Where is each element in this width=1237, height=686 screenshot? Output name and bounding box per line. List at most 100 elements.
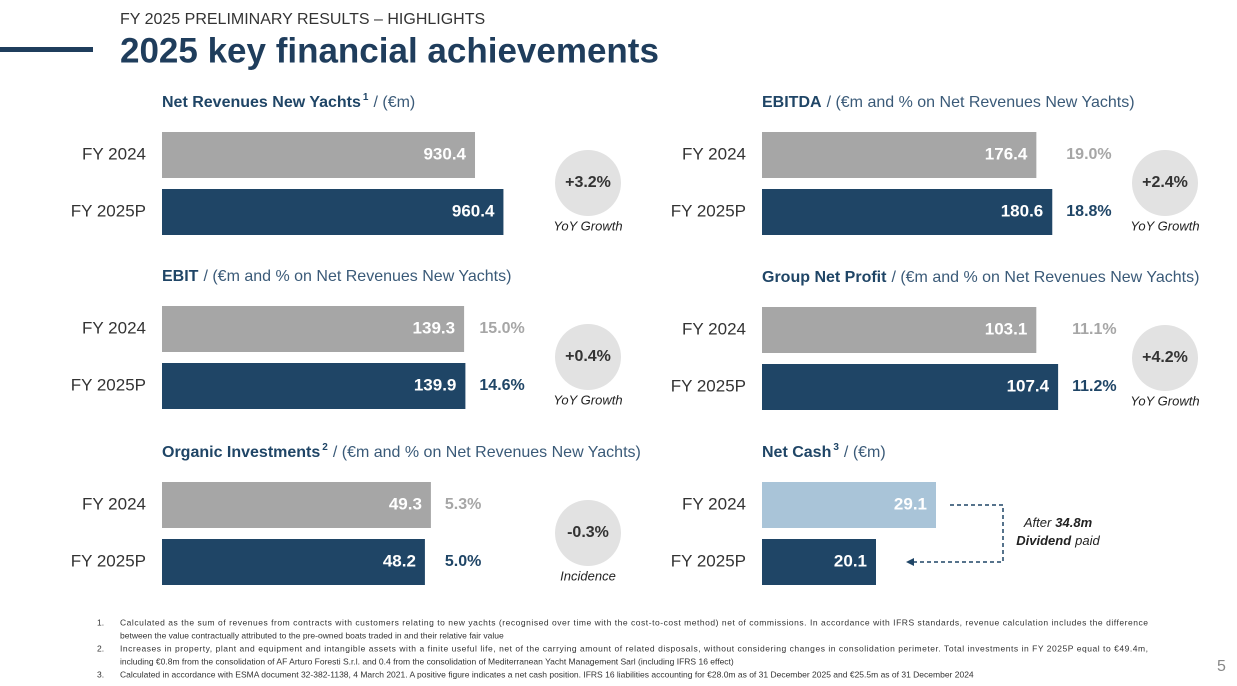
panel-title-text: Net Revenues New Yachts — [162, 94, 361, 111]
value-label: 48.2 — [383, 551, 416, 570]
arrow-head — [906, 558, 914, 566]
badge-value: -0.3% — [567, 524, 609, 541]
percent-label: 15.0% — [479, 320, 524, 337]
panel-title: EBITDA / (€m and % on Net Revenues New Ya… — [762, 94, 1135, 111]
panel-title: EBIT / (€m and % on Net Revenues New Yach… — [162, 268, 511, 285]
badge-label: YoY Growth — [1130, 218, 1199, 233]
panel-title-text: Net Cash — [762, 444, 831, 461]
footnote-text: between the value contractually attribut… — [120, 630, 504, 640]
annotation-text: After — [1023, 515, 1052, 530]
footnote-text: including €0.8m from the consolidation o… — [120, 656, 734, 666]
bar — [162, 482, 431, 528]
percent-label: 5.0% — [445, 553, 481, 570]
bar — [762, 307, 1037, 353]
value-label: 29.1 — [894, 494, 927, 513]
title-note: 1 — [363, 92, 369, 103]
badge-value: +4.2% — [1142, 349, 1188, 366]
category-label: FY 2024 — [82, 144, 146, 163]
header-rule — [0, 47, 93, 52]
percent-label: 19.0% — [1066, 146, 1111, 163]
badge — [555, 500, 621, 566]
value-label: 49.3 — [389, 494, 422, 513]
value-label: 930.4 — [423, 144, 466, 163]
page-number: 5 — [1217, 658, 1226, 675]
footnote-text: Calculated in accordance with ESMA docum… — [120, 669, 974, 679]
badge-label: YoY Growth — [553, 392, 622, 407]
percent-label: 11.1% — [1072, 321, 1116, 338]
percent-label: 18.8% — [1066, 203, 1111, 220]
bar — [162, 189, 504, 235]
category-label: FY 2024 — [682, 494, 746, 513]
badge — [555, 150, 621, 216]
badge — [1132, 150, 1198, 216]
panel-title: Organic Investments 2 / (€m and % on Net R… — [162, 442, 641, 462]
value-label: 960.4 — [452, 201, 495, 220]
value-label: 176.4 — [985, 144, 1028, 163]
category-label: FY 2025P — [71, 201, 146, 220]
footnote-number: 3. — [97, 669, 104, 679]
footnote-number: 2. — [97, 643, 104, 653]
footnote-text: Calculated as the sum of revenues from c… — [120, 617, 1148, 627]
bar — [162, 363, 466, 409]
value-label: 107.4 — [1007, 376, 1050, 395]
annotation: Dividend paid — [1016, 533, 1100, 548]
panel-title-text: Group Net Profit — [762, 269, 887, 286]
panel-subtitle: / (€m) — [373, 94, 415, 111]
percent-label: 14.6% — [479, 377, 524, 394]
percent-label: 5.3% — [445, 496, 481, 513]
badge — [555, 324, 621, 390]
percent-label: 11.2% — [1072, 378, 1116, 395]
badge-label: YoY Growth — [553, 218, 622, 233]
category-label: FY 2025P — [71, 375, 146, 394]
title-note: 2 — [322, 442, 328, 453]
panel-subtitle: / (€m) — [844, 444, 886, 461]
category-label: FY 2024 — [682, 144, 746, 163]
panel-title-text: Organic Investments — [162, 444, 320, 461]
category-label: FY 2024 — [82, 494, 146, 513]
bar — [762, 364, 1059, 410]
badge-label: YoY Growth — [1130, 393, 1199, 408]
value-label: 20.1 — [834, 551, 867, 570]
annotation-amount: 34.8m — [1055, 515, 1092, 530]
footnote-text: Increases in property, plant and equipme… — [120, 643, 1148, 653]
value-label: 139.3 — [413, 318, 456, 337]
category-label: FY 2025P — [671, 376, 746, 395]
badge-label: Incidence — [560, 568, 616, 583]
kicker: FY 2025 PRELIMINARY RESULTS – HIGHLIGHTS — [120, 11, 485, 28]
bar — [162, 539, 425, 585]
title-note: 3 — [833, 442, 839, 453]
value-label: 139.9 — [414, 375, 457, 394]
bar — [762, 132, 1037, 178]
panel-title-text: EBIT — [162, 268, 199, 285]
category-label: FY 2024 — [82, 318, 146, 337]
category-label: FY 2025P — [671, 201, 746, 220]
category-label: FY 2024 — [682, 319, 746, 338]
badge-value: +2.4% — [1142, 174, 1188, 191]
dividend-arrow — [912, 504, 1004, 563]
panel-title: Net Revenues New Yachts 1 / (€m) — [162, 92, 415, 112]
panel-subtitle: / (€m and % on Net Revenues New Yachts) — [891, 269, 1199, 286]
bar — [162, 306, 465, 352]
category-label: FY 2025P — [671, 551, 746, 570]
value-label: 103.1 — [985, 319, 1028, 338]
annotation: After 34.8m — [1023, 515, 1093, 530]
annotation-text: paid — [1074, 533, 1100, 548]
panel-title-text: EBITDA — [762, 94, 822, 111]
panel-subtitle: / (€m and % on Net Revenues New Yachts) — [827, 94, 1135, 111]
category-label: FY 2025P — [71, 551, 146, 570]
slide-title: 2025 key financial achievements — [120, 31, 659, 70]
badge-value: +3.2% — [565, 174, 611, 191]
panel-subtitle: / (€m and % on Net Revenues New Yachts) — [333, 444, 641, 461]
bar — [762, 482, 936, 528]
badge — [1132, 325, 1198, 391]
footnote-number: 1. — [97, 617, 104, 627]
annotation-strong: Dividend — [1016, 533, 1072, 548]
value-label: 180.6 — [1001, 201, 1044, 220]
bar — [762, 539, 876, 585]
badge-value: +0.4% — [565, 348, 611, 365]
panel-title: Group Net Profit / (€m and % on Net Reven… — [762, 269, 1199, 286]
bar — [762, 189, 1053, 235]
panel-title: Net Cash 3 / (€m) — [762, 442, 886, 462]
panel-subtitle: / (€m and % on Net Revenues New Yachts) — [203, 268, 511, 285]
